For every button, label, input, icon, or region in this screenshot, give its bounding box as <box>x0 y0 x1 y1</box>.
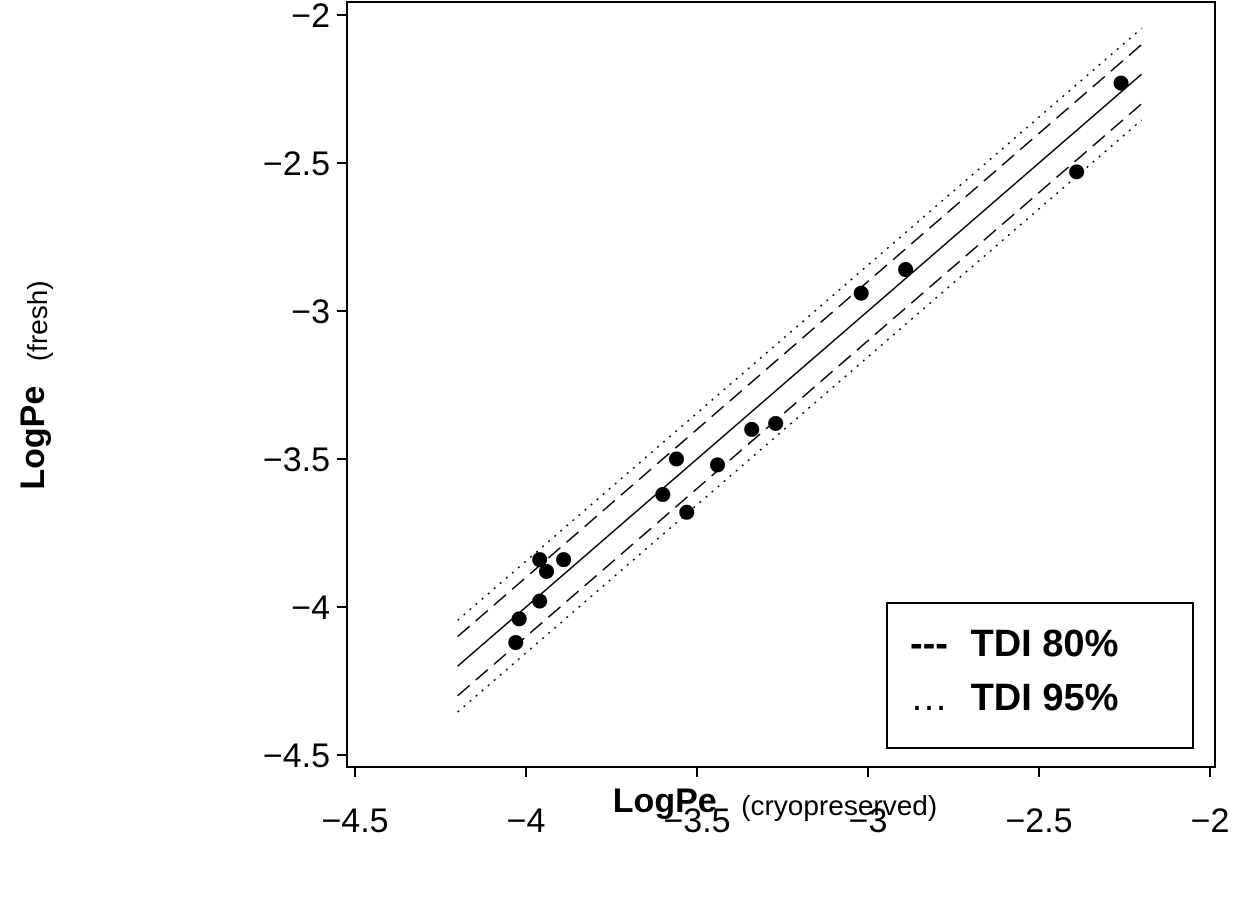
data-point <box>556 552 572 568</box>
data-point <box>539 563 555 579</box>
legend-label-tdi80: TDI 80% <box>971 623 1119 665</box>
line-tdi80-upper <box>457 44 1143 638</box>
legend-item-tdi80: --- TDI 80% <box>910 623 1118 665</box>
y-axis-label-sub: (fresh) <box>22 280 53 361</box>
y-axis-label-main: LogPe <box>14 386 52 490</box>
legend-item-tdi95: … TDI 95% <box>910 677 1118 719</box>
y-tick-label: −4 <box>291 589 330 627</box>
reference-lines <box>457 27 1143 713</box>
line-tdi95-lower <box>457 119 1143 713</box>
data-point <box>1069 164 1085 180</box>
data-point <box>744 421 760 437</box>
x-axis: −4.5 −4 −3.5 −3 −2.5 −2 <box>321 767 1229 840</box>
x-axis-label: LogPe (cryopreserved) <box>613 782 937 821</box>
y-axis-label: LogPe (fresh) <box>14 280 53 489</box>
data-point <box>710 457 726 473</box>
data-point <box>532 593 548 609</box>
legend-marker-dashed: --- <box>910 623 948 665</box>
data-point <box>679 504 695 520</box>
x-tick-label: −3 <box>849 802 888 840</box>
line-tdi80-lower <box>457 103 1143 697</box>
plot-frame <box>346 1 1216 768</box>
data-point <box>768 415 784 431</box>
y-tick-label: −4.5 <box>263 737 330 775</box>
x-axis-label-sub: (cryopreserved) <box>741 790 937 821</box>
data-point <box>508 635 524 651</box>
data-point <box>1113 75 1129 91</box>
x-tick-label: −2.5 <box>1005 802 1072 840</box>
y-axis: −2 −2.5 −3 −3.5 −4 −4.5 <box>263 0 347 775</box>
legend-label-tdi95: TDI 95% <box>971 677 1119 719</box>
data-points <box>508 75 1129 651</box>
y-tick-label: −3 <box>291 293 330 331</box>
x-tick-label: −3.5 <box>663 802 730 840</box>
x-tick-label: −4.5 <box>321 802 388 840</box>
data-point <box>668 451 684 467</box>
data-point <box>853 285 869 301</box>
y-tick-label: −2 <box>291 0 330 35</box>
data-point <box>511 611 527 627</box>
legend: --- TDI 80% … TDI 95% <box>886 602 1194 749</box>
legend-box <box>886 602 1194 749</box>
y-tick-label: −3.5 <box>263 441 330 479</box>
x-tick-label: −4 <box>507 802 546 840</box>
data-point <box>655 487 671 503</box>
line-identity <box>457 73 1143 667</box>
line-tdi95-upper <box>457 27 1143 621</box>
x-tick-label: −2 <box>1191 802 1230 840</box>
x-axis-label-main: LogPe <box>613 782 717 820</box>
legend-marker-dotted: … <box>910 677 948 719</box>
data-point <box>898 262 914 278</box>
data-point <box>532 552 548 568</box>
y-tick-label: −2.5 <box>263 145 330 183</box>
